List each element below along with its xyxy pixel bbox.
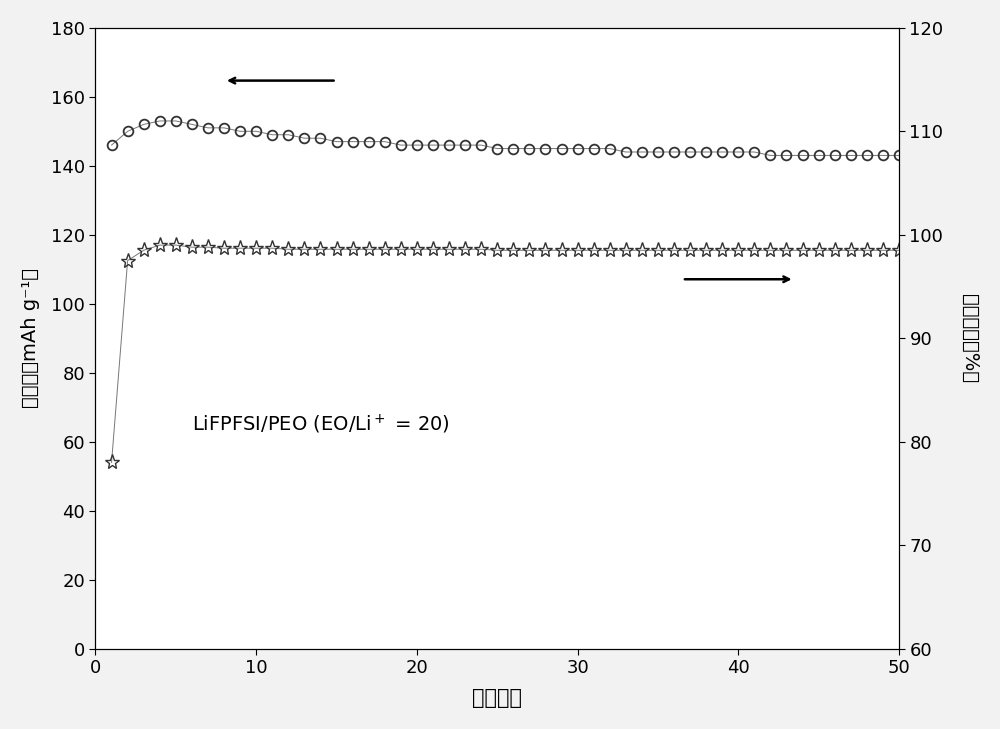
Text: LiFPFSI/PEO (EO/Li$^+$ = 20): LiFPFSI/PEO (EO/Li$^+$ = 20) (192, 413, 450, 436)
Y-axis label: 库仑效率（%）: 库仑效率（%） (960, 294, 979, 383)
Y-axis label: 比容量（mAh g⁻¹）: 比容量（mAh g⁻¹） (21, 268, 40, 408)
X-axis label: 循环次数: 循环次数 (472, 688, 522, 708)
